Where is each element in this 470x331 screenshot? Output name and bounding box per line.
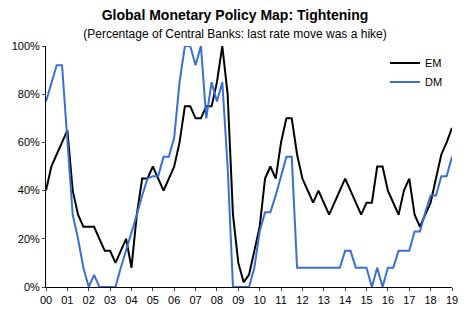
svg-text:16: 16 — [382, 294, 394, 306]
svg-text:100%: 100% — [12, 40, 40, 52]
svg-text:0%: 0% — [24, 281, 40, 293]
svg-text:19: 19 — [446, 294, 458, 306]
svg-text:20%: 20% — [18, 233, 40, 245]
svg-text:09: 09 — [232, 294, 244, 306]
svg-text:11: 11 — [275, 294, 286, 306]
svg-text:40%: 40% — [18, 184, 40, 196]
svg-text:EM: EM — [425, 57, 442, 69]
svg-text:03: 03 — [104, 294, 116, 306]
svg-text:07: 07 — [189, 294, 201, 306]
svg-text:60%: 60% — [18, 136, 40, 148]
svg-text:Source: Topdown Charts, Thomso: Source: Topdown Charts, Thomson Reuters … — [16, 330, 265, 331]
svg-text:13: 13 — [318, 294, 330, 306]
svg-text:00: 00 — [40, 294, 52, 306]
svg-text:DM: DM — [425, 76, 442, 88]
svg-text:Global Monetary Policy Map: Ti: Global Monetary Policy Map: Tightening(P… — [83, 7, 386, 41]
svg-text:01: 01 — [61, 294, 73, 306]
svg-text:06: 06 — [168, 294, 180, 306]
svg-text:05: 05 — [147, 294, 159, 306]
svg-text:topdowncharts.com: topdowncharts.com — [388, 330, 458, 331]
svg-text:14: 14 — [339, 294, 351, 306]
svg-text:04: 04 — [125, 294, 137, 306]
svg-text:10: 10 — [254, 294, 266, 306]
svg-text:08: 08 — [211, 294, 223, 306]
svg-text:18: 18 — [425, 294, 437, 306]
svg-text:80%: 80% — [18, 88, 40, 100]
svg-text:02: 02 — [83, 294, 95, 306]
svg-text:12: 12 — [296, 294, 308, 306]
svg-text:15: 15 — [360, 294, 372, 306]
svg-text:17: 17 — [403, 294, 415, 306]
